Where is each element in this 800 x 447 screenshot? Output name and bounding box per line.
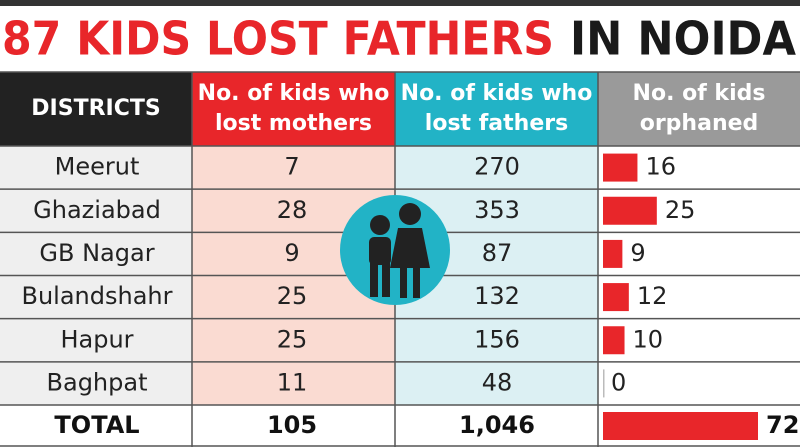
header-bg bbox=[0, 72, 192, 146]
cell-value: 11 bbox=[277, 368, 308, 396]
cell-value: 156 bbox=[474, 325, 520, 353]
cell-value: 87 bbox=[482, 239, 513, 267]
orphaned-bar bbox=[603, 196, 657, 225]
orphaned-value: 9 bbox=[630, 239, 645, 267]
header-bg bbox=[395, 72, 598, 146]
orphaned-value: 72 bbox=[766, 411, 799, 439]
cell-value: 9 bbox=[284, 239, 299, 267]
header-label: No. of kids who bbox=[198, 81, 390, 106]
orphaned-value: 12 bbox=[637, 282, 668, 310]
title-highlight: 87 KIDS LOST FATHERS bbox=[2, 12, 554, 66]
cell-value: 7 bbox=[284, 153, 299, 181]
title-rest: IN NOIDA bbox=[570, 12, 796, 66]
cell-value: 48 bbox=[482, 368, 513, 396]
district-label: Bulandshahr bbox=[22, 282, 173, 310]
top-rule bbox=[0, 0, 800, 6]
header-label: lost mothers bbox=[215, 111, 372, 136]
cell-value: 105 bbox=[267, 411, 317, 439]
header-label: DISTRICTS bbox=[31, 96, 160, 121]
orphaned-value: 16 bbox=[645, 153, 676, 181]
header-label: orphaned bbox=[640, 111, 759, 136]
cell-value: 1,046 bbox=[459, 411, 535, 439]
orphaned-value: 10 bbox=[633, 325, 664, 353]
orphaned-value: 25 bbox=[665, 196, 696, 224]
district-label: Baghpat bbox=[47, 368, 148, 396]
district-label: Ghaziabad bbox=[33, 196, 161, 224]
header-label: No. of kids who bbox=[401, 81, 593, 106]
orphaned-bar bbox=[603, 239, 623, 268]
header-label: No. of kids bbox=[633, 81, 766, 106]
orphaned-bar bbox=[603, 326, 625, 355]
header-bg bbox=[598, 72, 800, 146]
district-label: TOTAL bbox=[54, 411, 139, 439]
cells: DISTRICTS No. of kids who lost mothers No. … bbox=[22, 81, 799, 440]
orphaned-bar bbox=[603, 283, 629, 312]
cell-value: 28 bbox=[277, 196, 308, 224]
grid bbox=[0, 71, 800, 447]
district-label: Meerut bbox=[55, 153, 140, 181]
district-label: GB Nagar bbox=[39, 239, 154, 267]
orphaned-value: 0 bbox=[611, 368, 626, 396]
district-label: Hapur bbox=[60, 325, 133, 353]
cell-value: 132 bbox=[474, 282, 520, 310]
cell-value: 25 bbox=[277, 282, 308, 310]
kids-icon bbox=[340, 195, 450, 305]
cell-value: 270 bbox=[474, 153, 520, 181]
cell-value: 25 bbox=[277, 325, 308, 353]
cell-value: 353 bbox=[474, 196, 520, 224]
header-bg bbox=[192, 72, 395, 146]
orphaned-bar bbox=[603, 153, 638, 182]
orphaned-bar bbox=[603, 412, 758, 440]
orphaned-bar bbox=[603, 369, 605, 398]
header-label: lost fathers bbox=[425, 111, 568, 136]
